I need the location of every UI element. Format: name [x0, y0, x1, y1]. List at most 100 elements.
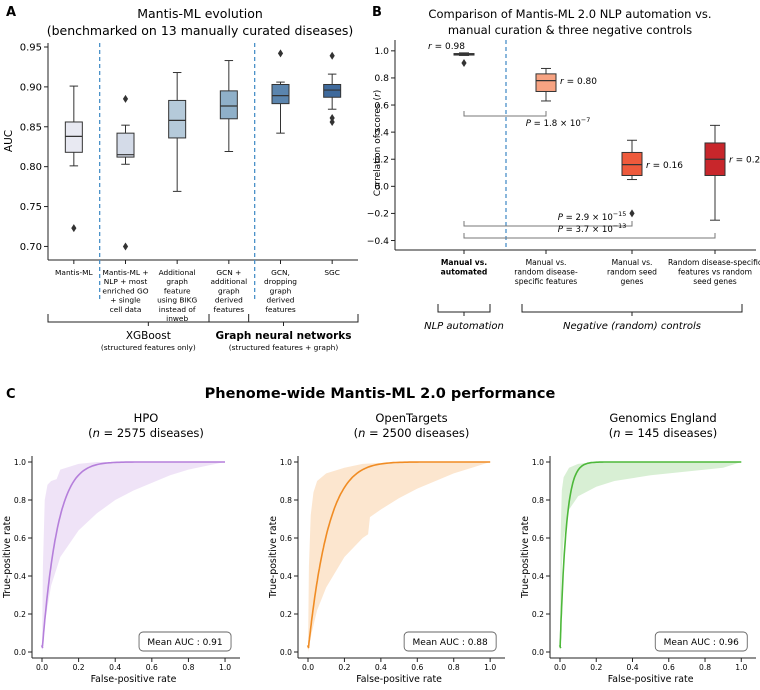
a-category-label-0: Mantis-ML — [55, 268, 93, 277]
a-box-0 — [64, 121, 83, 153]
a-category-line-3-3: derived — [215, 296, 243, 305]
b-category-line-1-0: Manual vs. — [526, 258, 567, 267]
a-box-4 — [271, 83, 290, 105]
a-group-label-1: Graph neural networks — [215, 330, 351, 342]
b-r-value-1: = 0.80 — [564, 77, 598, 87]
a-box-1 — [116, 132, 135, 158]
a-group-bracket-1 — [208, 314, 359, 323]
b-comparison-bracket-2 — [463, 233, 716, 239]
c-xtick-label-2-4: 0.8 — [699, 663, 711, 672]
b-category-label-2: Manual vs. random seed genes — [607, 258, 657, 286]
b-box-2 — [621, 151, 643, 176]
b-ytick-label-1: −0.2 — [367, 209, 389, 220]
a-category-label-3: GCN + additional graph derived features — [210, 268, 247, 314]
panel-c-charts: HPO(n = 2575 diseases)0.00.00.20.20.40.4… — [2, 411, 756, 685]
a-group-bracket-0 — [47, 314, 250, 323]
c-xtick-label-1-3: 0.6 — [411, 663, 423, 672]
a-category-label-5: SGC — [324, 268, 340, 277]
b-ytick-label-4: 0.4 — [374, 127, 389, 138]
a-category-line-5-0: SGC — [324, 268, 340, 277]
panel-b-ylabel: Correlation of scores (r) — [373, 90, 383, 197]
b-pvalue-exp-0: −7 — [581, 116, 590, 124]
c-panel-name-1: OpenTargets — [375, 411, 447, 425]
a-category-line-4-3: derived — [267, 296, 295, 305]
b-category-line-0-0: Manual vs. — [441, 258, 487, 267]
c-panel-n-var-0: n — [93, 426, 100, 440]
b-category-line-3-0: Random disease-specific — [668, 258, 760, 267]
a-box-5 — [323, 83, 342, 98]
c-ytick-label-2-4: 0.8 — [532, 496, 544, 505]
a-category-line-1-0: Mantis-ML + — [102, 268, 148, 277]
c-ytick-label-1-5: 1.0 — [280, 458, 292, 467]
b-category-line-2-1: random seed — [607, 267, 657, 276]
c-xtick-label-0-2: 0.4 — [109, 663, 121, 672]
b-pvalue-exp-2: −13 — [613, 222, 627, 230]
a-category-line-2-5: inweb — [166, 314, 188, 323]
c-xtick-label-2-2: 0.4 — [626, 663, 638, 672]
c-ytick-label-2-2: 0.4 — [532, 572, 544, 581]
a-group-sublabel-1: (structured features + graph) — [229, 343, 339, 352]
panel-b-title: Comparison of Mantis-ML 2.0 NLP automati… — [428, 7, 711, 21]
c-ytick-label-0-2: 0.4 — [14, 572, 26, 581]
c-ytick-label-0-4: 0.8 — [14, 496, 26, 505]
b-pvalue-1: P = 2.9 × 10−15 — [558, 210, 627, 223]
a-category-line-2-0: Additional — [159, 268, 196, 277]
a-category-label-1: Mantis-ML + NLP + most enriched GO + single… — [102, 268, 148, 314]
b-category-label-1: Manual vs. random disease-specific featur… — [514, 258, 578, 286]
c-xtick-label-1-4: 0.8 — [448, 663, 460, 672]
panel-a-chart: 0.70 0.75 0.80 0.85 0.90 0.95 Mantis-ML Mantis-… — [20, 42, 359, 352]
c-xlabel-1: False-positive rate — [356, 674, 442, 685]
a-ytick-label-4: 0.90 — [20, 82, 42, 93]
c-ytick-label-2-1: 0.2 — [532, 610, 544, 619]
c-xtick-label-2-1: 0.2 — [590, 663, 602, 672]
c-panel-n-open-2: ( — [609, 426, 614, 440]
c-ylabel-1: True-positive rate — [268, 516, 279, 599]
panel-label-b: B — [372, 5, 382, 20]
b-comparison-bracket-0 — [463, 111, 547, 117]
a-category-line-2-4: instead of — [159, 305, 196, 314]
b-ytick-label-7: 1.0 — [374, 46, 389, 57]
c-panel-n-open-1: ( — [354, 426, 359, 440]
c-roc-curve-0 — [40, 461, 225, 649]
a-category-line-3-1: additional — [210, 277, 247, 286]
b-r-var-1: r — [560, 77, 565, 87]
a-category-line-3-4: features — [214, 305, 245, 314]
c-ytick-label-0-1: 0.2 — [14, 610, 26, 619]
c-ylabel-0: True-positive rate — [2, 516, 13, 599]
b-group-label-1: Negative (random) controls — [563, 321, 701, 332]
b-r-label-1: r = 0.80 — [560, 77, 597, 87]
b-pvalue-mid-1: = 2.9 × 10 — [563, 213, 613, 223]
c-roc-band-1 — [308, 462, 491, 652]
c-panel-n-open-0: ( — [88, 426, 93, 440]
b-comparison-bracket-1 — [463, 221, 633, 227]
b-group-bracket-1 — [521, 304, 743, 313]
c-ytick-label-0-5: 1.0 — [14, 458, 26, 467]
c-ytick-label-2-5: 1.0 — [532, 458, 544, 467]
b-r-var-2: r — [646, 161, 651, 171]
a-category-line-1-3: + single — [110, 296, 141, 305]
c-xlabel-0: False-positive rate — [91, 674, 177, 685]
c-mean-auc-box-2 — [654, 631, 748, 652]
c-panel-n-var-1: n — [358, 426, 365, 440]
a-category-line-2-3: using BIKG — [157, 296, 197, 305]
a-category-line-3-0: GCN + — [216, 268, 241, 277]
c-xtick-label-0-1: 0.2 — [73, 663, 85, 672]
a-category-line-3-2: graph — [218, 286, 240, 295]
b-pvalue-var-0: P — [526, 119, 532, 129]
b-outlier-2-0 — [629, 209, 635, 218]
a-ytick-label-0: 0.70 — [20, 242, 42, 253]
c-ytick-label-1-4: 0.8 — [280, 496, 292, 505]
a-category-line-1-2: enriched GO — [102, 286, 148, 295]
b-r-var-0: r — [428, 42, 433, 52]
b-r-label-0: r = 0.98 — [428, 42, 465, 52]
panel-c-title: Phenome-wide Mantis-ML 2.0 performance — [205, 386, 556, 402]
a-category-label-4: GCN, dropping graph derived features — [264, 268, 297, 314]
a-outlier-0-0 — [71, 224, 77, 233]
a-category-line-2-2: feature — [164, 286, 191, 295]
c-ytick-label-1-2: 0.4 — [280, 572, 292, 581]
c-xtick-label-1-2: 0.4 — [375, 663, 387, 672]
panel-a-title: Mantis-ML evolution — [137, 6, 263, 21]
a-outlier-1-1 — [122, 242, 129, 251]
b-category-line-1-2: specific features — [515, 277, 578, 286]
c-mean-auc-label-1: Mean AUC : 0.88 — [413, 638, 488, 648]
